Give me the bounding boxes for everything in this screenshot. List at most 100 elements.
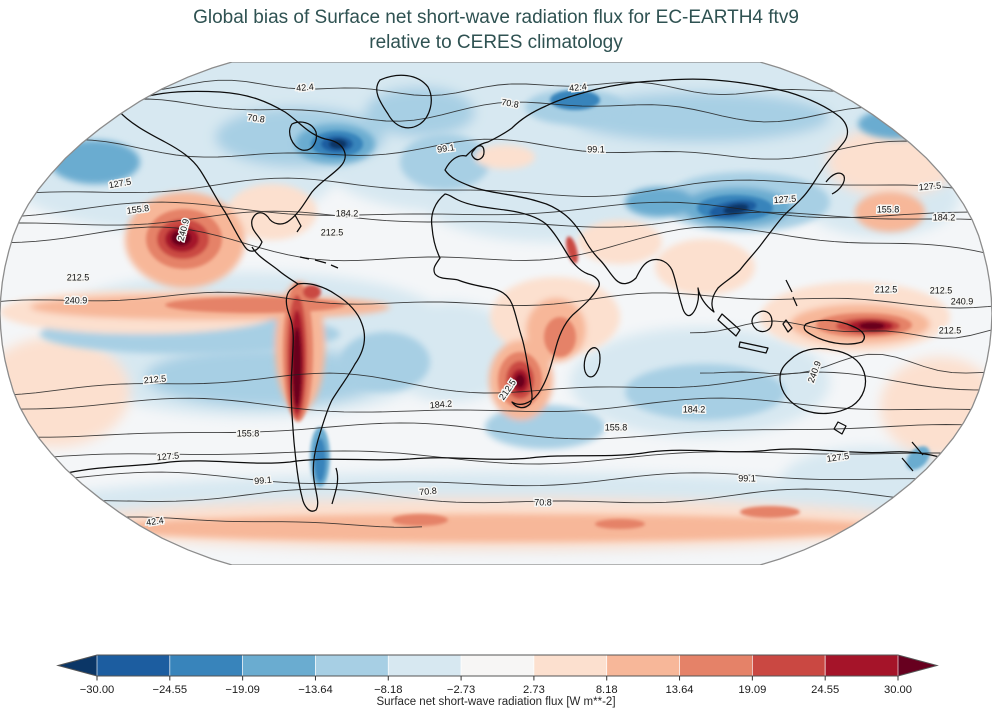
contour-line	[0, 210, 992, 228]
anomaly-blob	[292, 327, 302, 407]
chart-title-line2: relative to CERES climatology	[369, 32, 623, 53]
coastline-eurasia	[444, 78, 849, 317]
coastline-caribbean	[299, 256, 339, 269]
contour-line	[0, 471, 992, 487]
contour-label: 155.8	[126, 203, 150, 216]
anomaly-blob	[365, 87, 475, 137]
anomaly-blob	[145, 347, 385, 407]
anomaly-blob	[392, 514, 448, 526]
anomaly-blob	[859, 322, 885, 330]
anomaly-blob	[565, 236, 579, 264]
map-area: 42.4 42.4 70.8 70.8 99.1 99.1 127.5 127.5 127.5 1…	[0, 62, 992, 565]
contour-line	[0, 422, 992, 440]
contour-line	[0, 177, 992, 197]
anomaly-blob	[655, 239, 755, 295]
colorbar-segment	[679, 654, 753, 677]
colorbar-segment	[533, 654, 608, 677]
anomaly-blob	[855, 192, 925, 232]
anomaly-blob	[171, 230, 191, 246]
contour-label: 99.1	[437, 142, 456, 154]
colorbar-over-arrow	[898, 655, 937, 676]
contour-label: 155.8	[605, 422, 628, 432]
anomaly-blob	[400, 134, 490, 190]
colorbar-label: Surface net short-wave radiation flux [W…	[376, 696, 616, 708]
contour-line	[0, 397, 992, 413]
anomaly-blob	[625, 364, 785, 420]
colorbar-segment	[96, 654, 171, 677]
colorbar-tick-label: −24.55	[153, 684, 188, 696]
contour-label: 99.1	[738, 473, 756, 483]
contour-label: 155.8	[877, 204, 900, 214]
contour-label: 184.2	[683, 404, 706, 414]
colorbar-tick-label: 30.00	[884, 684, 912, 696]
contour-label: 184.2	[336, 208, 359, 218]
colorbar-tick-label: −13.64	[298, 684, 333, 696]
coastline-britain	[471, 145, 485, 161]
contour-label: 240.9	[951, 296, 974, 306]
coastline-africa	[430, 193, 600, 409]
contour-line	[0, 488, 992, 505]
chart-title-line1: Global bias of Surface net short-wave ra…	[193, 7, 799, 28]
coastline-sumatra	[717, 313, 741, 337]
anomaly-blob	[340, 332, 430, 392]
contour-label: 70.8	[247, 112, 266, 124]
anomaly-blob	[740, 506, 800, 518]
colorbar-tick-label: −19.09	[225, 684, 260, 696]
contour-labels: 42.4 42.4 70.8 70.8 99.1 99.1 127.5 127.5 127.5 1…	[63, 80, 975, 529]
anomaly-blob	[65, 525, 125, 539]
contour-label: 155.8	[237, 428, 260, 438]
coastline-hudson-bay	[289, 121, 318, 151]
contour-label: 42.4	[146, 515, 165, 527]
contour-line	[0, 226, 992, 262]
coastline-java	[738, 341, 769, 354]
chart-title: Global bias of Surface net short-wave ra…	[0, 5, 992, 55]
colorbar-tick-label: −2.73	[447, 684, 475, 696]
contour-lines	[0, 79, 992, 528]
contour-label: 212.5	[930, 285, 953, 295]
contour-label: 127.5	[918, 180, 941, 192]
contour-label: 212.5	[143, 373, 166, 385]
coastline-philippines	[785, 279, 798, 307]
contour-label: 212.5	[321, 227, 344, 237]
colorbar-tick-label: −30.00	[80, 684, 115, 696]
coastline-madagascar	[583, 347, 601, 378]
colorbar-tick-label: −8.18	[374, 684, 402, 696]
anomaly-blob	[303, 285, 321, 299]
coastline-central-america	[251, 246, 299, 285]
anomaly-blob	[165, 297, 345, 313]
coastline-sulawesi	[782, 319, 793, 333]
contour-label: 212.5	[67, 272, 90, 282]
anomaly-blob	[106, 514, 886, 542]
anomaly-blob	[544, 317, 576, 357]
colorbar-svg: −30.00 −24.55 −19.09 −13.64 −8.18 −2.73 2.73 8.…	[56, 654, 939, 696]
contour-line	[0, 98, 992, 123]
colorbar-segment	[242, 654, 316, 677]
coastline-south-america	[285, 282, 366, 512]
coastline-antarctica	[39, 448, 963, 481]
coastline-japan	[825, 172, 846, 195]
contour-label: 99.1	[587, 144, 605, 154]
colorbar-under-arrow	[58, 655, 97, 676]
coastline-borneo	[751, 310, 773, 333]
contour-label: 127.5	[826, 451, 850, 464]
contour-line	[0, 201, 992, 219]
world-map: 42.4 42.4 70.8 70.8 99.1 99.1 127.5 127.5 127.5 1…	[0, 62, 992, 565]
contour-label: 127.5	[773, 194, 796, 206]
contour-label: 184.2	[933, 212, 956, 222]
anomaly-blob	[595, 519, 645, 529]
contour-line	[689, 320, 992, 339]
coastline-north-america	[117, 90, 346, 252]
coastline-australia	[779, 347, 867, 415]
colorbar-segment	[752, 654, 826, 677]
colorbar-segment	[387, 654, 462, 677]
contour-label: 42.4	[296, 82, 314, 93]
colorbar-tick-label: 19.09	[738, 684, 766, 696]
colorbar-tick-label: 8.18	[596, 684, 618, 696]
anomaly-blob	[578, 220, 662, 264]
colorbar-segment	[460, 654, 535, 677]
contour-label: 184.2	[429, 398, 452, 410]
contour-label: 212.5	[939, 325, 962, 335]
contour-label: 212.5	[875, 284, 898, 294]
anomaly-blob	[227, 184, 317, 240]
